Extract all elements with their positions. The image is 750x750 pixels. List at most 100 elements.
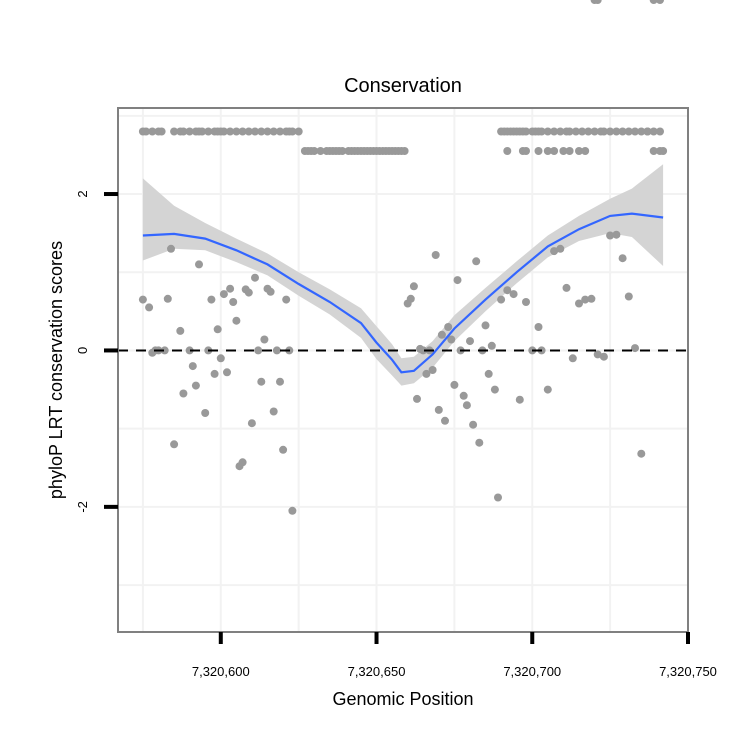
data-point [279,445,288,454]
data-point [643,127,652,136]
data-point [216,354,225,363]
data-point [210,369,219,378]
data-point [466,337,474,346]
data-point [571,127,580,136]
data-point [515,395,524,404]
data-point [238,127,247,136]
data-point [578,127,587,136]
data-point [167,244,175,253]
data-point [288,506,297,515]
data-point [441,416,449,425]
data-point [509,290,518,299]
chart-title: Conservation [344,75,462,97]
data-point [428,366,437,374]
data-point [556,127,565,136]
data-point [422,369,431,378]
data-point [198,127,207,136]
data-point [565,127,574,136]
data-point [612,230,621,239]
plot-frame [117,107,689,633]
data-point [534,323,543,331]
data-point [459,391,468,400]
data-point [618,254,627,263]
data-point [575,147,583,155]
data-point [637,449,646,458]
data-point [503,147,512,155]
data-point [649,127,658,136]
data-point [226,127,235,136]
data-point [244,288,253,297]
data-point [170,127,179,136]
data-point [223,368,231,377]
data-point [413,394,421,403]
data-point [247,419,256,428]
data-point [138,295,147,304]
data-point [238,458,247,467]
data-point [631,127,639,136]
data-point [244,127,253,136]
data-point [543,147,552,155]
data-point [522,298,530,306]
data-point [656,127,664,136]
data-point [282,295,291,304]
data-point [606,231,615,240]
x-tick-label: 7,320,650 [348,664,406,679]
data-point [550,147,559,155]
data-point [437,330,446,339]
data-point [581,295,590,304]
data-point [188,362,197,371]
data-point [219,290,228,299]
data-point [207,295,216,304]
data-point [266,287,275,296]
data-point [213,325,222,334]
data-point [254,346,263,355]
x-axis: 7,320,600 7,320,650 7,320,700 7,320,750 [192,632,717,679]
data-point [232,316,241,325]
data-point [251,127,259,136]
data-point [269,407,278,416]
data-point [226,284,235,293]
data-point [484,369,493,378]
data-point [179,389,188,398]
data-point [656,0,664,4]
data-point [550,127,559,136]
data-point [272,346,281,355]
data-point [581,147,590,155]
data-point [431,251,440,259]
data-point [472,257,481,266]
data-point [649,0,658,4]
data-point [257,377,266,386]
data-point [170,440,179,449]
data-point [219,127,228,136]
data-point [294,127,303,136]
x-tick-label: 7,320,750 [659,664,717,679]
data-point [310,147,319,155]
data-point [487,341,496,350]
plot-area [117,0,689,633]
data-point [160,346,169,355]
data-point [400,147,409,155]
data-point [649,147,658,155]
data-point [191,381,200,390]
data-point [497,295,506,304]
data-point [447,335,456,344]
data-point [269,127,278,136]
data-point [562,283,571,292]
data-point [593,0,602,4]
data-point [481,321,490,330]
data-point [503,286,512,295]
data-point [260,335,269,344]
data-point [409,282,418,291]
data-point [631,344,639,353]
data-point [201,409,210,417]
data-point [550,247,559,256]
data-point [606,127,615,136]
data-point [599,352,608,361]
data-point [618,127,627,136]
data-point [522,147,530,155]
smooth-line [142,212,664,374]
data-point [624,127,633,136]
data-point [659,147,668,155]
data-point [434,405,443,414]
